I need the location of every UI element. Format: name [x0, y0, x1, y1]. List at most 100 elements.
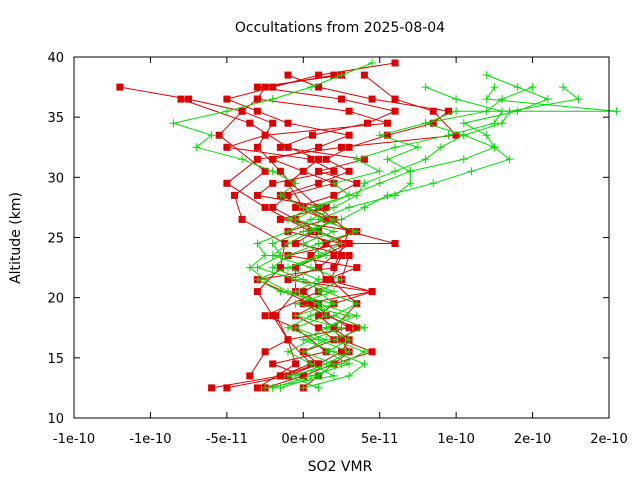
data-point [353, 179, 361, 187]
data-point [337, 239, 346, 248]
data-point [238, 107, 246, 115]
data-point [269, 179, 277, 187]
data-point [559, 83, 568, 92]
data-point [307, 252, 315, 259]
data-point [329, 179, 338, 188]
data-point [360, 359, 369, 368]
data-point [482, 71, 491, 80]
data-point [368, 348, 376, 356]
data-point [337, 323, 346, 332]
data-point [391, 191, 399, 200]
data-point [261, 383, 270, 392]
data-point [269, 83, 277, 91]
data-point [253, 275, 262, 284]
data-point [452, 107, 461, 116]
data-point [291, 275, 300, 284]
data-point [338, 252, 345, 259]
data-point [284, 71, 292, 79]
data-point [329, 299, 338, 308]
data-point [284, 251, 292, 260]
data-point [268, 263, 277, 272]
data-point [215, 131, 223, 139]
data-point [330, 264, 338, 272]
data-point [322, 323, 331, 332]
data-point [429, 107, 437, 115]
data-point [421, 155, 430, 164]
data-point [345, 107, 353, 115]
data-point [330, 252, 338, 259]
data-point [329, 227, 338, 236]
data-point [482, 95, 491, 104]
data-point [253, 107, 261, 115]
data-point [284, 179, 292, 187]
data-point [276, 251, 285, 260]
data-point [253, 83, 261, 91]
data-point [429, 179, 438, 188]
data-point [391, 167, 399, 176]
data-point [269, 119, 277, 127]
data-point [269, 203, 277, 211]
data-point [360, 179, 369, 188]
data-point [284, 227, 292, 236]
data-point [368, 95, 376, 103]
y-axis-label: Altitude (km) [8, 192, 24, 284]
data-point [391, 59, 399, 67]
data-point [338, 143, 345, 151]
data-point [364, 119, 371, 127]
data-point [482, 131, 491, 140]
data-point [329, 371, 338, 380]
data-point [299, 347, 308, 356]
data-point [207, 131, 216, 140]
data-point [269, 312, 277, 320]
data-point [292, 203, 300, 211]
data-point [322, 359, 331, 368]
data-point [383, 191, 392, 200]
data-point [291, 371, 300, 380]
data-point [329, 335, 338, 344]
data-point [261, 83, 269, 91]
series-layer [116, 59, 621, 392]
data-point [368, 288, 376, 296]
x-tick-label: 2e-10 [514, 432, 552, 447]
data-point [315, 71, 323, 79]
data-point [276, 143, 284, 151]
data-point [231, 191, 238, 199]
data-point [284, 336, 292, 344]
data-point [421, 119, 430, 128]
data-point [268, 239, 277, 248]
x-tick-label: 5e-11 [361, 432, 399, 447]
data-point [391, 107, 399, 115]
data-point [329, 311, 338, 320]
data-point [315, 324, 323, 332]
data-point [261, 348, 269, 356]
data-point [291, 311, 300, 320]
data-point [284, 215, 292, 224]
y-tick-label: 15 [47, 352, 64, 367]
data-point [315, 167, 323, 175]
data-point [276, 264, 284, 272]
data-point [421, 83, 430, 92]
data-point [315, 83, 323, 91]
data-point [360, 155, 368, 163]
data-point [192, 143, 201, 152]
data-point [261, 312, 269, 320]
data-point [391, 95, 399, 103]
data-point [306, 359, 315, 368]
data-point [253, 95, 261, 103]
series-profile-red-4 [261, 71, 452, 380]
y-tick-label: 25 [47, 232, 64, 247]
data-point [345, 252, 353, 259]
series-line-profile-red-6 [180, 98, 351, 377]
data-point [452, 95, 461, 104]
series-profile-green-1 [276, 83, 506, 392]
data-point [253, 384, 261, 392]
data-point [375, 167, 384, 176]
data-point [314, 299, 323, 308]
data-point [116, 83, 124, 91]
series-line-profile-green-6 [256, 86, 617, 377]
data-point [322, 155, 330, 163]
data-point [261, 251, 270, 260]
data-point [284, 347, 292, 356]
data-point [306, 83, 315, 92]
